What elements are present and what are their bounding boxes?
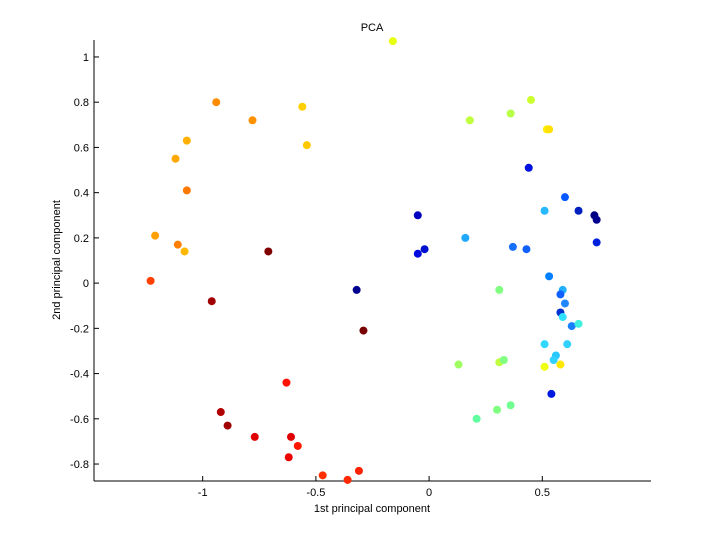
x-tick-label: 0 — [426, 487, 432, 499]
data-point — [212, 98, 221, 107]
data-point — [465, 116, 474, 125]
data-point — [388, 37, 397, 46]
data-point — [545, 125, 554, 134]
data-point — [558, 313, 567, 322]
data-point — [207, 297, 216, 306]
y-tick-label: -0.8 — [70, 459, 89, 471]
y-tick-label: 0.8 — [74, 97, 89, 109]
y-tick-label: 0.6 — [74, 142, 89, 154]
y-tick-label: 0.2 — [74, 233, 89, 245]
data-point — [545, 272, 554, 281]
data-point — [454, 360, 463, 369]
data-point — [547, 389, 556, 398]
data-point — [556, 360, 565, 369]
data-point — [298, 102, 307, 111]
data-point — [354, 466, 363, 475]
data-point — [264, 247, 273, 256]
y-tick-label: 0.4 — [74, 188, 89, 200]
y-tick-label: -0.4 — [70, 369, 89, 381]
data-point — [352, 285, 361, 294]
data-point — [574, 206, 583, 215]
data-point — [293, 441, 302, 450]
data-point — [493, 405, 502, 414]
data-point — [592, 215, 601, 224]
data-point — [223, 421, 232, 430]
y-axis-ticks: -0.8 -0.6 -0.4 -0.2 0 0.2 0.4 0.6 0.8 1 — [70, 52, 99, 471]
data-point — [282, 378, 291, 387]
data-point — [495, 285, 504, 294]
data-point — [359, 326, 368, 335]
data-point — [506, 401, 515, 410]
x-axis-ticks: -1 -0.5 0 0.5 — [198, 476, 550, 499]
data-point — [472, 414, 481, 423]
data-point — [286, 432, 295, 441]
data-point — [549, 356, 558, 365]
data-point — [540, 340, 549, 349]
data-point — [171, 154, 180, 163]
data-point — [522, 245, 531, 254]
data-point — [250, 432, 259, 441]
x-tick-label: -0.5 — [306, 487, 325, 499]
data-point — [499, 356, 508, 365]
data-point — [508, 242, 517, 251]
data-point — [318, 471, 327, 480]
data-point — [151, 231, 160, 240]
data-point — [180, 247, 189, 256]
data-point — [526, 95, 535, 104]
data-point — [248, 116, 257, 125]
data-point — [574, 319, 583, 328]
data-point — [540, 362, 549, 371]
data-point — [563, 340, 572, 349]
data-point — [567, 322, 576, 331]
y-tick-label: 0 — [83, 278, 89, 290]
x-tick-label: -1 — [198, 487, 208, 499]
y-tick-label: -0.6 — [70, 414, 89, 426]
chart-title: PCA — [361, 22, 384, 34]
data-point — [173, 240, 182, 249]
data-point — [182, 186, 191, 195]
y-tick-label: -0.2 — [70, 323, 89, 335]
data-point — [560, 299, 569, 308]
data-point — [524, 163, 533, 172]
y-tick-label: 1 — [83, 52, 89, 64]
data-point — [216, 408, 225, 417]
data-point — [461, 233, 470, 242]
data-point — [343, 475, 352, 484]
plot-area — [94, 40, 651, 481]
x-tick-label: 0.5 — [535, 487, 550, 499]
data-point — [540, 206, 549, 215]
data-point — [302, 141, 311, 150]
data-point — [506, 109, 515, 118]
data-point — [420, 245, 429, 254]
data-point — [560, 193, 569, 202]
data-point — [413, 249, 422, 258]
y-axis-title: 2nd principal component — [51, 200, 63, 320]
data-point — [182, 136, 191, 145]
data-point — [284, 453, 293, 462]
data-point — [592, 238, 601, 247]
x-axis-title: 1st principal component — [314, 503, 430, 515]
data-point — [413, 211, 422, 220]
data-points — [146, 37, 601, 484]
data-point — [146, 276, 155, 285]
data-point — [556, 290, 565, 299]
